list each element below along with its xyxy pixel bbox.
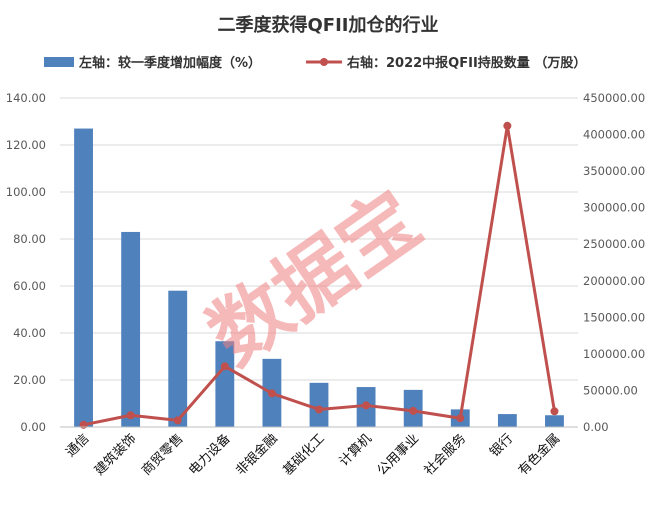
chart-title: 二季度获得QFII加仓的行业 xyxy=(218,14,439,36)
right-tick-label: 50000.00 xyxy=(583,383,638,397)
right-tick-label: 450000.00 xyxy=(583,91,645,105)
left-tick-label: 60.00 xyxy=(13,279,46,293)
left-tick-label: 0.00 xyxy=(20,420,46,434)
line-series xyxy=(79,121,559,429)
category-labels: 通信 建筑装饰 商贸零售 电力设备 非银金融 基础化工 计算机 公用事业 社会服务 银行 有色金属 xyxy=(63,431,563,479)
bar xyxy=(74,128,93,428)
left-tick-label: 140.00 xyxy=(6,91,46,105)
left-tick-label: 20.00 xyxy=(13,373,46,387)
category-label: 电力设备 xyxy=(186,431,234,479)
bar xyxy=(168,290,188,427)
line-point xyxy=(409,406,418,415)
bar xyxy=(545,415,564,427)
left-tick-label: 120.00 xyxy=(6,138,46,152)
bar xyxy=(309,382,329,427)
legend-label-bar: 左轴：较一季度增加幅度（%） xyxy=(79,55,261,71)
right-tick-label: 100000.00 xyxy=(583,347,645,361)
right-tick-label: 200000.00 xyxy=(583,274,645,288)
right-axis-ticks: 0.00 50000.00 100000.00 150000.00 200000.00 2… xyxy=(583,91,645,434)
category-label: 建筑装饰 xyxy=(91,431,139,479)
left-tick-label: 100.00 xyxy=(6,185,46,199)
left-tick-label: 80.00 xyxy=(13,232,46,246)
right-tick-label: 150000.00 xyxy=(583,310,645,324)
right-tick-label: 400000.00 xyxy=(583,128,645,142)
bar xyxy=(215,341,235,427)
category-label: 基础化工 xyxy=(280,431,327,478)
left-tick-label: 40.00 xyxy=(13,326,46,340)
right-tick-label: 0.00 xyxy=(583,420,609,434)
category-label: 有色金属 xyxy=(515,431,563,479)
chart-legend: 左轴：较一季度增加幅度（%） 右轴：2022中报QFII持股数量 （万股） xyxy=(44,55,586,71)
line-point xyxy=(220,362,229,371)
line-point xyxy=(456,414,465,423)
legend-label-line: 右轴：2022中报QFII持股数量 （万股） xyxy=(346,55,586,71)
line-point xyxy=(79,420,88,429)
line-point xyxy=(362,401,371,410)
category-label: 计算机 xyxy=(337,431,375,469)
bar-series xyxy=(74,128,564,428)
watermark: 数据宝 xyxy=(193,175,436,383)
category-label: 商贸零售 xyxy=(138,431,186,479)
category-label: 非银金融 xyxy=(233,431,281,479)
line-point xyxy=(173,416,182,425)
legend-swatch-bar xyxy=(44,57,74,67)
right-tick-label: 250000.00 xyxy=(583,237,645,251)
line-point xyxy=(550,407,559,416)
bar xyxy=(497,414,517,427)
line-point xyxy=(315,405,323,414)
left-axis-ticks: 0.00 20.00 40.00 60.00 80.00 100.00 120.00 140.… xyxy=(6,91,46,434)
gridlines xyxy=(60,97,578,381)
line-point xyxy=(267,389,276,398)
legend-swatch-marker xyxy=(320,58,328,66)
line-point xyxy=(503,121,512,130)
watermark-text: 数据宝 xyxy=(193,175,436,383)
right-tick-label: 350000.00 xyxy=(583,164,645,178)
category-label: 银行 xyxy=(487,431,516,460)
line-point xyxy=(126,411,135,420)
category-label: 社会服务 xyxy=(421,431,469,479)
bar xyxy=(121,231,141,427)
category-label: 通信 xyxy=(63,431,92,460)
right-tick-label: 300000.00 xyxy=(583,201,645,215)
category-label: 公用事业 xyxy=(375,431,422,478)
